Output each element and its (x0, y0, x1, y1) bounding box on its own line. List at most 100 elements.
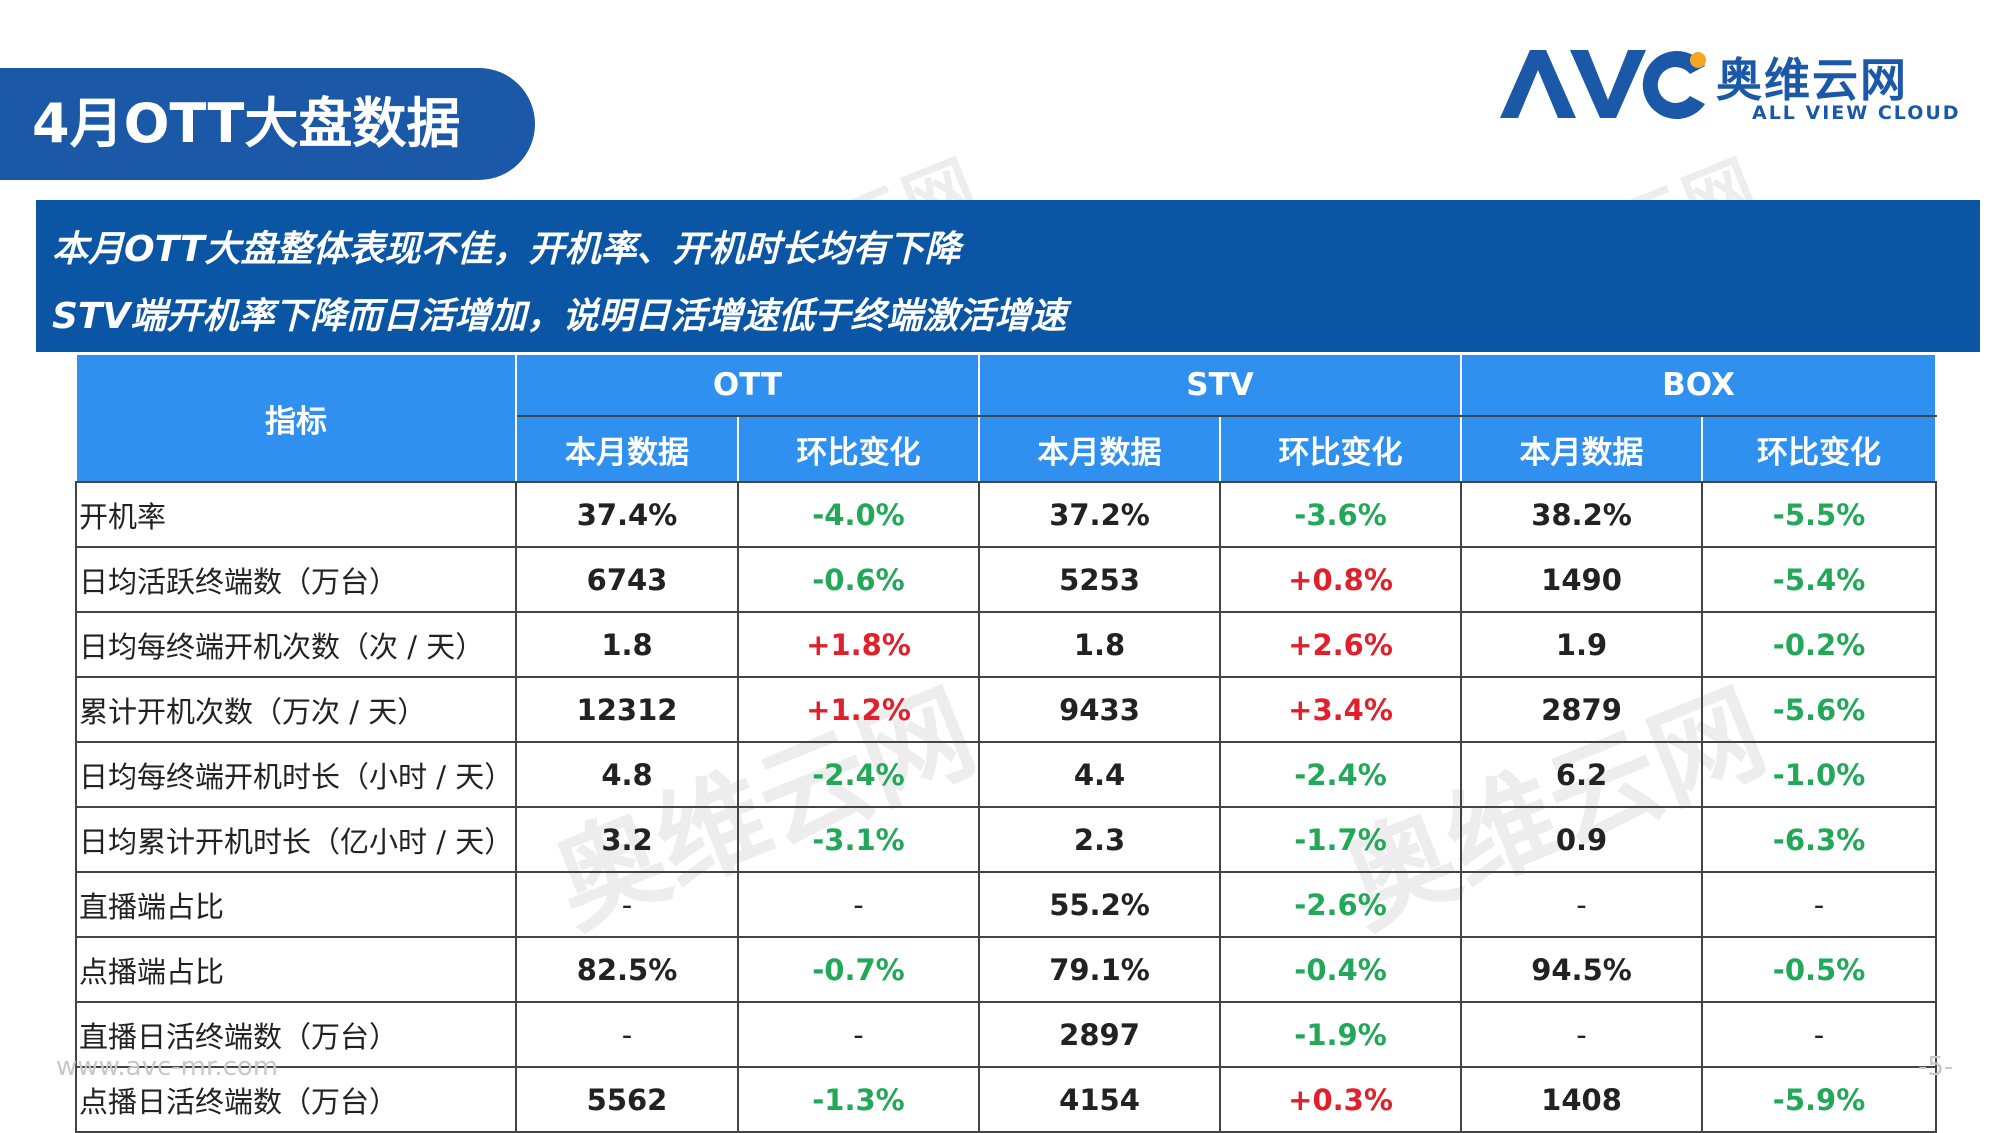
value-cell: 9433 (978, 676, 1222, 743)
table-row: 日均活跃终端数（万台） 6743 -0.6% 5253 +0.8% 1490 -5.4% (75, 546, 1938, 613)
row-label: 点播日活终端数（万台） (75, 1066, 517, 1133)
logo-chinese: 奥维云网 (1716, 53, 1908, 107)
page-title: 4月OTT大盘数据 (32, 92, 461, 155)
value-cell: - (1460, 871, 1704, 938)
logo-english: ALL VIEW CLOUD (1752, 102, 1961, 124)
change-cell: -0.4% (1219, 936, 1463, 1003)
change-cell: - (1701, 871, 1938, 938)
value-cell: 4.4 (978, 741, 1222, 808)
table-row: 直播端占比 - -55.2% -2.6% - - (75, 871, 1938, 938)
value-cell: 1408 (1460, 1066, 1704, 1133)
value-cell: 94.5% (1460, 936, 1704, 1003)
row-label: 日均活跃终端数（万台） (75, 546, 517, 613)
change-cell: -6.3% (1701, 806, 1938, 873)
value-cell: 37.2% (978, 481, 1222, 548)
brand-logo: 奥维云网 ALL VIEW CLOUD (1500, 44, 1980, 130)
row-label: 日均累计开机时长（亿小时 / 天） (75, 806, 517, 873)
change-cell: -5.5% (1701, 481, 1938, 548)
value-cell: - (515, 1001, 739, 1068)
value-cell: 79.1% (978, 936, 1222, 1003)
change-cell: +0.8% (1219, 546, 1463, 613)
table-row: 点播日活终端数（万台） 5562 -1.3% 4154 +0.3% 1408 -5.9% (75, 1066, 1938, 1133)
value-cell: 6.2 (1460, 741, 1704, 808)
avc-logo-icon (1500, 50, 1706, 119)
change-cell: -2.6% (1219, 871, 1463, 938)
subheader-mom: 环比变化 (1701, 415, 1938, 483)
value-cell: 1.8 (978, 611, 1222, 678)
change-cell: -1.3% (736, 1066, 981, 1133)
header-group-box: BOX (1460, 353, 1938, 417)
row-label: 直播日活终端数（万台） (75, 1001, 517, 1068)
value-cell: - (1460, 1001, 1704, 1068)
change-cell: -3.6% (1219, 481, 1463, 548)
header-metric: 指标 (75, 353, 517, 483)
value-cell: 0.9 (1460, 806, 1704, 873)
row-label: 日均每终端开机次数（次 / 天） (75, 611, 517, 678)
change-cell: -2.4% (736, 741, 981, 808)
change-cell: +1.8% (736, 611, 981, 678)
header-group-stv: STV (978, 353, 1463, 417)
value-cell: 4.8 (515, 741, 739, 808)
change-cell: - (736, 1001, 981, 1068)
table-row: 日均每终端开机时长（小时 / 天） 4.8 -2.4% 4.4 -2.4% 6.2 -1.0… (75, 741, 1938, 808)
subheader-current: 本月数据 (515, 415, 739, 483)
change-cell: -0.2% (1701, 611, 1938, 678)
table-row: 点播端占比 82.5% -0.7% 79.1% -0.4% 94.5% -0.5% (75, 936, 1938, 1003)
row-label: 点播端占比 (75, 936, 517, 1003)
summary-line-1: 本月OTT大盘整体表现不佳，开机率、开机时长均有下降 (52, 229, 961, 270)
table-row: 累计开机次数（万次 / 天） 12312 +1.2% 9433 +3.4% 2879 -5.… (75, 676, 1938, 743)
value-cell: 2.3 (978, 806, 1222, 873)
change-cell: -5.6% (1701, 676, 1938, 743)
change-cell: -1.0% (1701, 741, 1938, 808)
value-cell: 82.5% (515, 936, 739, 1003)
footer-url: www.avc-mr.com (56, 1052, 279, 1082)
change-cell: +3.4% (1219, 676, 1463, 743)
change-cell: -1.7% (1219, 806, 1463, 873)
change-cell: +2.6% (1219, 611, 1463, 678)
change-cell: -2.4% (1219, 741, 1463, 808)
change-cell: -5.9% (1701, 1066, 1938, 1133)
change-cell: -0.7% (736, 936, 981, 1003)
value-cell: 6743 (515, 546, 739, 613)
change-cell: -1.9% (1219, 1001, 1463, 1068)
value-cell: 5562 (515, 1066, 739, 1133)
summary-banner: 本月OTT大盘整体表现不佳，开机率、开机时长均有下降 STV端开机率下降而日活增… (36, 200, 1980, 352)
table-row: 日均每终端开机次数（次 / 天） 1.8 +1.8% 1.8 +2.6% 1.9 -0.2% (75, 611, 1938, 678)
value-cell: 3.2 (515, 806, 739, 873)
value-cell: 2879 (1460, 676, 1704, 743)
subheader-mom: 环比变化 (736, 415, 981, 483)
change-cell: +1.2% (736, 676, 981, 743)
change-cell: -3.1% (736, 806, 981, 873)
subheader-current: 本月数据 (978, 415, 1222, 483)
row-label: 累计开机次数（万次 / 天） (75, 676, 517, 743)
value-cell: 55.2% (978, 871, 1222, 938)
value-cell: 1490 (1460, 546, 1704, 613)
page-title-tab: 4月OTT大盘数据 (0, 68, 535, 180)
table-row: 日均累计开机时长（亿小时 / 天） 3.2 -3.1% 2.3 -1.7% 0.9 -6.3… (75, 806, 1938, 873)
value-cell: 1.8 (515, 611, 739, 678)
row-label: 日均每终端开机时长（小时 / 天） (75, 741, 517, 808)
change-cell: +0.3% (1219, 1066, 1463, 1133)
table-row: 开机率 37.4% -4.0% 37.2% -3.6% 38.2% -5.5% (75, 481, 1938, 548)
value-cell: 4154 (978, 1066, 1222, 1133)
summary-line-2: STV端开机率下降而日活增加，说明日活增速低于终端激活增速 (52, 296, 1067, 337)
change-cell: -4.0% (736, 481, 981, 548)
metrics-table: 指标 OTT STV BOX 本月数据 环比变化 本月数据 环比变化 本月数据 … (75, 353, 1938, 1133)
change-cell: -0.6% (736, 546, 981, 613)
value-cell: 37.4% (515, 481, 739, 548)
table-row: 直播日活终端数（万台） - -2897 -1.9% - - (75, 1001, 1938, 1068)
value-cell: 1.9 (1460, 611, 1704, 678)
value-cell: 38.2% (1460, 481, 1704, 548)
value-cell: 5253 (978, 546, 1222, 613)
change-cell: -5.4% (1701, 546, 1938, 613)
value-cell: 2897 (978, 1001, 1222, 1068)
value-cell: 12312 (515, 676, 739, 743)
row-label: 直播端占比 (75, 871, 517, 938)
row-label: 开机率 (75, 481, 517, 548)
change-cell: - (736, 871, 981, 938)
subheader-current: 本月数据 (1460, 415, 1704, 483)
value-cell: - (515, 871, 739, 938)
table-body: 开机率 37.4% -4.0% 37.2% -3.6% 38.2% -5.5% 日均活跃终端数… (75, 481, 1938, 1133)
change-cell: - (1701, 1001, 1938, 1068)
subheader-mom: 环比变化 (1219, 415, 1463, 483)
